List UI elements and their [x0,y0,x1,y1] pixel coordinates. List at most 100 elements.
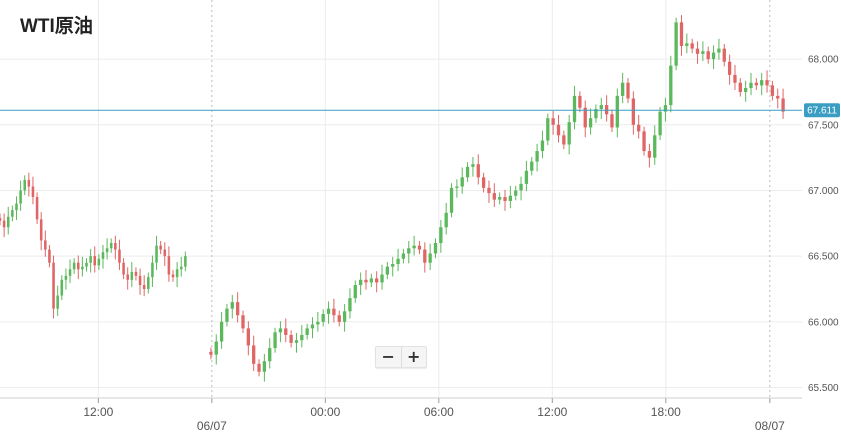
candle-body [455,186,459,188]
candle-body [391,264,395,267]
candle-body [68,269,72,276]
candle-body [781,98,785,112]
candle-body [358,279,363,286]
candle-body [460,177,464,187]
candle-body [268,348,272,362]
candle-body [2,220,6,228]
candle-body [11,210,14,217]
candle-body [0,218,2,221]
x-tick-label: 12:00 [83,405,113,419]
y-tick-label: 65.500 [808,383,839,394]
candle-body [695,48,700,54]
candle-body [637,124,641,132]
candle-body [225,308,229,322]
candle-body [471,164,475,167]
candle-body [679,22,684,46]
candle-body [138,275,142,286]
candle-body [235,302,240,316]
candle-body [126,274,129,280]
candle-body [364,279,368,283]
candle-body [503,197,507,201]
candle-body [396,258,400,265]
candle-body [540,140,545,152]
candle-body [155,245,158,263]
candle-body [130,271,134,280]
candle-body [305,328,309,335]
y-tick-label: 68.000 [808,55,839,66]
candle-body [348,298,352,312]
candle-body [35,197,39,220]
candle-body [551,118,555,125]
candle-body [556,124,561,136]
candle-body [44,240,47,250]
candle-body [663,105,668,112]
candle-body [439,227,443,244]
candle-body [257,363,261,372]
candle-body [615,95,619,128]
candle-body [284,328,288,335]
candle-body [749,82,753,89]
candle-body [72,262,76,270]
candle-body [572,95,577,123]
candle-body [546,118,550,141]
candle-body [658,111,662,136]
candle-body [52,262,55,309]
candle-body [214,341,218,355]
candle-body [417,245,422,250]
candle-body [760,80,764,86]
candle-body [273,332,277,349]
candle-body [733,74,737,83]
candle-body [289,334,293,343]
candle-body [690,43,694,49]
candle-body [631,98,636,125]
candle-body [626,82,630,99]
candle-body [19,190,22,204]
candle-body [562,135,566,145]
candle-body [230,302,234,309]
candle-body [706,51,710,60]
candle-body [727,61,732,75]
candle-body [476,164,480,178]
candle-body [114,243,117,250]
candle-body [717,48,721,53]
candle-body [375,278,379,283]
candle-body [407,248,411,254]
candle-body [15,203,18,211]
x-tick-label: 12:00 [537,405,567,419]
candle-body [685,43,689,46]
candle-body [754,82,759,86]
x-date-label: 06/07 [197,419,227,433]
y-tick-label: 67.000 [808,186,839,197]
candle-body [498,197,502,200]
candle-body [105,248,109,253]
candle-body [669,65,673,106]
candle-body [89,256,92,263]
candle-body [184,256,187,267]
y-tick-label: 67.500 [808,120,839,131]
candle-body [610,114,614,128]
candle-body [64,275,68,280]
candle-body [722,48,726,62]
candle-body [653,135,657,158]
candle-body [101,252,105,259]
candle-body [159,245,162,250]
candle-body [604,105,609,115]
candle-body [711,52,716,60]
candle-body [492,193,496,200]
candle-body [175,269,179,278]
candle-body [6,216,10,228]
candle-body [300,334,304,341]
candle-body [765,80,769,86]
candle-body [647,151,652,158]
candle-body [326,308,331,314]
zoom-in-button[interactable]: + [407,347,421,366]
candle-body [530,161,534,171]
candle-body [385,266,390,275]
zoom-out-button[interactable]: − [381,347,395,366]
candle-body [380,274,384,283]
candle-body [316,321,320,325]
zoom-control: − + [375,346,427,368]
candle-body [621,82,625,96]
